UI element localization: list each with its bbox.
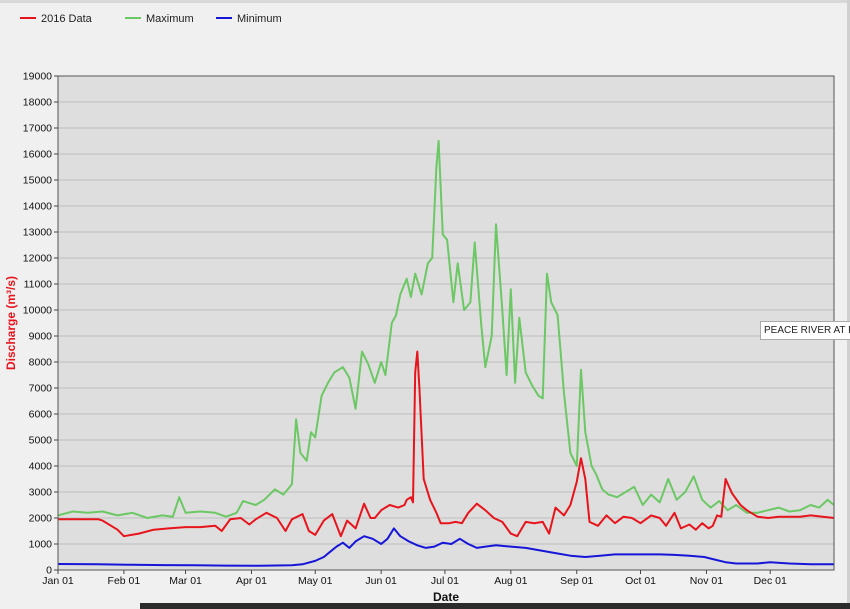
legend-label-maximum: Maximum (146, 13, 194, 25)
legend-swatch-minimum (216, 17, 232, 20)
y-tick-label: 19000 (23, 71, 52, 83)
legend-item-minimum[interactable]: Minimum (216, 13, 282, 25)
window-right-border (847, 0, 850, 609)
y-tick-label: 3000 (29, 487, 53, 499)
y-tick-label: 8000 (29, 357, 53, 369)
y-tick-label: 15000 (23, 175, 52, 187)
x-tick-label: Oct 01 (625, 575, 656, 587)
y-tick-label: 1000 (29, 539, 53, 551)
y-tick-label: 10000 (23, 305, 52, 317)
series-line-minimum[interactable] (57, 527, 834, 567)
y-tick-label: 6000 (29, 409, 53, 421)
series-tooltip: PEACE RIVER AT PEA (760, 321, 850, 340)
x-axis-label: Date (433, 590, 459, 604)
y-tick-label: 7000 (29, 383, 53, 395)
legend-item-maximum[interactable]: Maximum (125, 13, 194, 25)
x-tick-label: Mar 01 (169, 575, 202, 587)
x-tick-label: Feb 01 (108, 575, 141, 587)
legend-swatch-2016 (20, 17, 36, 20)
plot-area[interactable] (58, 76, 834, 570)
y-tick-label: 14000 (23, 201, 52, 213)
x-tick-label: Jul 01 (431, 575, 459, 587)
series-line-2016-data[interactable] (58, 350, 835, 538)
legend-swatch-maximum (125, 17, 141, 20)
y-tick-label: 9000 (29, 331, 53, 343)
y-tick-label: 16000 (23, 149, 52, 161)
y-tick-label: 4000 (29, 461, 53, 473)
y-tick-label: 0 (46, 565, 52, 577)
x-tick-label: Apr 01 (236, 575, 267, 587)
x-axis-ticks: Jan 01 Feb 01 Mar 01 Apr 01 May 01 Jun 01 Jul … (42, 570, 787, 587)
series-lines (57, 140, 835, 567)
legend-label-2016: 2016 Data (41, 13, 92, 25)
y-tick-label: 17000 (23, 123, 52, 135)
y-axis-label: Discharge (m³/s) (4, 276, 18, 370)
y-tick-label: 18000 (23, 97, 52, 109)
x-tick-label: May 01 (298, 575, 333, 587)
y-tick-label: 11000 (24, 279, 53, 291)
x-tick-label: Aug 01 (494, 575, 527, 587)
y-axis-ticks: 0 1000 2000 3000 4000 5000 6000 7000 8000 9000 100… (23, 71, 58, 577)
legend-label-minimum: Minimum (237, 13, 282, 25)
taskbar-strip (140, 603, 850, 609)
x-tick-label: Jan 01 (42, 575, 74, 587)
y-tick-label: 5000 (29, 435, 53, 447)
grid-lines (58, 75, 834, 571)
x-tick-label: Jun 01 (365, 575, 397, 587)
series-line-maximum[interactable] (57, 140, 835, 519)
x-tick-label: Sep 01 (560, 575, 593, 587)
x-tick-label: Nov 01 (690, 575, 723, 587)
legend-item-2016[interactable]: 2016 Data (20, 13, 92, 25)
x-tick-label: Dec 01 (754, 575, 787, 587)
y-tick-label: 12000 (23, 253, 52, 265)
y-tick-label: 13000 (23, 227, 52, 239)
y-tick-label: 2000 (29, 513, 53, 525)
window-top-border (0, 0, 850, 3)
